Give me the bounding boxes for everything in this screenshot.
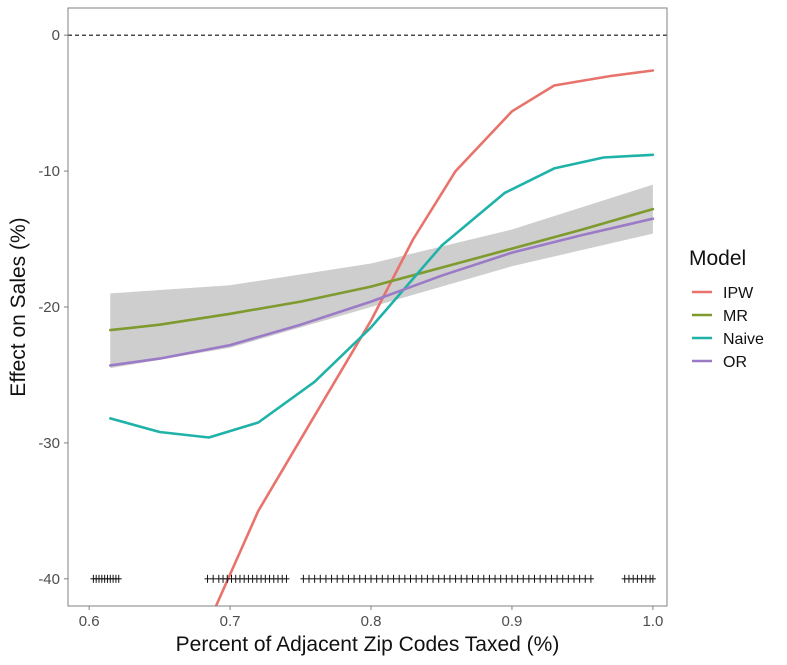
rug-layer (90, 574, 656, 583)
y-tick-label: -30 (38, 435, 60, 452)
y-axis-title: Effect on Sales (%) (7, 217, 30, 396)
y-tick-label: -20 (38, 299, 60, 316)
legend-label-mr: MR (723, 308, 748, 325)
x-axis-ticks: 0.6 0.7 0.8 0.9 1.0 (79, 606, 663, 630)
legend-label-or: OR (723, 354, 747, 371)
y-tick-label: -40 (38, 571, 60, 588)
y-tick-label: 0 (52, 27, 60, 44)
legend-label-naive: Naive (723, 331, 764, 348)
series-lines-layer (109, 69, 655, 606)
legend: Model IPW MR Naive OR (689, 247, 764, 371)
x-tick-label: 0.9 (502, 613, 523, 630)
x-tick-label: 0.8 (361, 613, 382, 630)
x-tick-label: 1.0 (642, 613, 663, 630)
x-tick-label: 0.7 (220, 613, 241, 630)
y-axis-ticks: 0 -10 -20 -30 -40 (38, 27, 68, 588)
series-line-or (109, 217, 655, 367)
x-axis-title: Percent of Adjacent Zip Codes Taxed (%) (176, 633, 560, 656)
confidence-band (110, 184, 653, 369)
series-line-mr (109, 207, 655, 332)
series-line-naive (109, 153, 655, 439)
series-line-ipw (214, 69, 655, 606)
y-tick-label: -10 (38, 163, 60, 180)
legend-label-ipw: IPW (723, 285, 754, 302)
confidence-band-layer (110, 184, 653, 369)
legend-title: Model (689, 247, 746, 270)
x-tick-label: 0.6 (79, 613, 100, 630)
